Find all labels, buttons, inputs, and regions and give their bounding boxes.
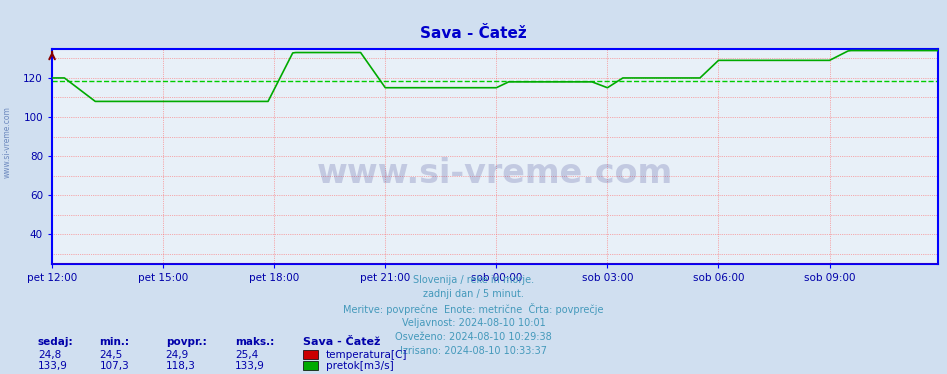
Text: www.si-vreme.com: www.si-vreme.com xyxy=(3,106,12,178)
Text: 25,4: 25,4 xyxy=(235,350,259,359)
Text: pretok[m3/s]: pretok[m3/s] xyxy=(326,361,394,371)
Text: 24,5: 24,5 xyxy=(99,350,123,359)
Text: 133,9: 133,9 xyxy=(38,361,68,371)
Text: Sava - Čatež: Sava - Čatež xyxy=(303,337,381,347)
Text: zadnji dan / 5 minut.: zadnji dan / 5 minut. xyxy=(423,289,524,299)
Text: min.:: min.: xyxy=(99,337,130,347)
Text: 133,9: 133,9 xyxy=(235,361,265,371)
Text: temperatura[C]: temperatura[C] xyxy=(326,350,407,359)
Text: Sava - Čatež: Sava - Čatež xyxy=(420,26,527,41)
Text: Slovenija / reke in morje.: Slovenija / reke in morje. xyxy=(413,275,534,285)
Text: 24,8: 24,8 xyxy=(38,350,62,359)
Text: 118,3: 118,3 xyxy=(166,361,196,371)
Text: maks.:: maks.: xyxy=(235,337,274,347)
Text: Veljavnost: 2024-08-10 10:01: Veljavnost: 2024-08-10 10:01 xyxy=(402,318,545,328)
Text: Osveženo: 2024-08-10 10:29:38: Osveženo: 2024-08-10 10:29:38 xyxy=(395,332,552,342)
Text: 24,9: 24,9 xyxy=(166,350,189,359)
Text: povpr.:: povpr.: xyxy=(166,337,206,347)
Text: Izrisano: 2024-08-10 10:33:37: Izrisano: 2024-08-10 10:33:37 xyxy=(400,346,547,356)
Text: sedaj:: sedaj: xyxy=(38,337,74,347)
Text: 107,3: 107,3 xyxy=(99,361,129,371)
Text: www.si-vreme.com: www.si-vreme.com xyxy=(316,157,673,190)
Text: Meritve: povprečne  Enote: metrične  Črta: povprečje: Meritve: povprečne Enote: metrične Črta:… xyxy=(343,303,604,315)
